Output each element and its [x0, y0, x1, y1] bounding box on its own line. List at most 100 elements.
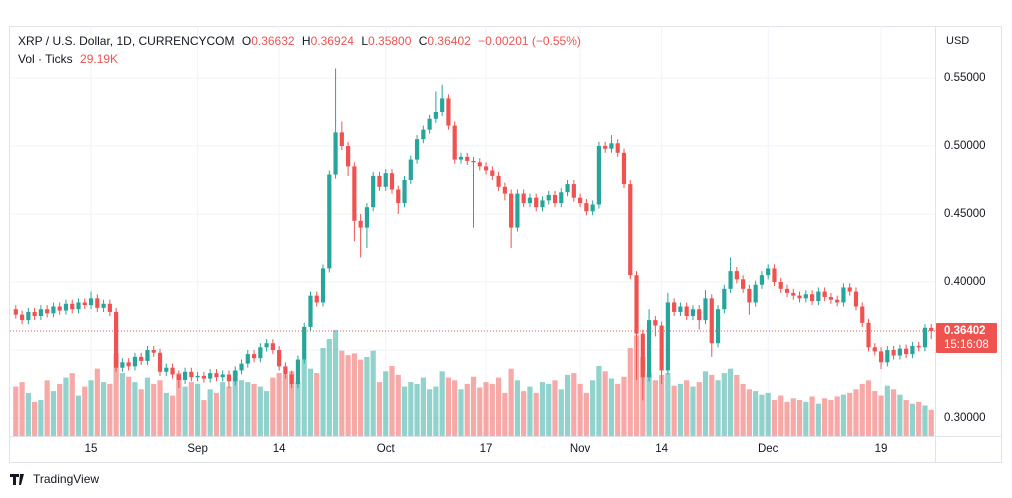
candle-body — [258, 347, 263, 359]
y-tick-label: 0.50000 — [944, 140, 986, 152]
volume-bar — [163, 392, 169, 436]
volume-bar — [176, 373, 182, 436]
volume-bar — [677, 383, 684, 436]
volume-bar — [420, 377, 426, 436]
volume-bar — [489, 383, 495, 436]
candle-body — [483, 166, 489, 171]
volume-bar — [596, 365, 602, 436]
symbol: XRP / U.S. Dollar, 1D, CURRENCYCOM — [18, 34, 235, 48]
candle-layer — [13, 68, 934, 401]
volume-bar — [433, 386, 439, 436]
volume-bar — [847, 392, 853, 436]
candle-body — [866, 322, 871, 348]
candle-body — [389, 173, 395, 190]
candle-body — [891, 350, 896, 356]
ohlc-value: 0.36632 — [251, 34, 295, 48]
volume-bar — [75, 395, 82, 436]
candle-body — [70, 303, 75, 310]
volume-layer — [13, 330, 934, 436]
volume-bar — [878, 395, 884, 436]
candle-body — [189, 371, 194, 378]
volume-bar — [483, 382, 489, 436]
volume-bar — [138, 389, 144, 436]
volume-bar — [546, 383, 552, 436]
candle-body — [446, 98, 451, 126]
volume-bar — [113, 353, 119, 436]
candle-body — [408, 159, 413, 180]
volume-bar — [295, 382, 301, 436]
volume-bar — [401, 386, 408, 436]
volume-bar — [608, 378, 615, 436]
candle-body — [352, 166, 357, 221]
candle-body — [634, 275, 639, 334]
candle-body — [703, 298, 708, 321]
ohlc-value: 0.36924 — [311, 34, 355, 48]
volume-bar — [408, 382, 414, 436]
candle-body — [496, 175, 501, 187]
x-tick-label: Oct — [377, 443, 396, 455]
volume-bar — [746, 389, 752, 436]
volume-bar — [69, 373, 75, 436]
candle-body — [809, 294, 815, 302]
volume-bar — [376, 382, 383, 436]
candle-body — [364, 207, 370, 228]
volume-bar — [753, 391, 759, 436]
volume-bar — [339, 350, 345, 436]
candle-body — [182, 371, 188, 380]
volume-bar — [251, 383, 257, 436]
candle-body — [308, 295, 313, 327]
volume-bar — [257, 386, 263, 436]
volume-bar — [19, 382, 25, 436]
volume-bar — [533, 392, 539, 436]
volume-bar — [94, 368, 100, 436]
volume-bar — [38, 400, 44, 436]
volume-bar — [320, 347, 326, 436]
volume-bar — [853, 389, 859, 436]
x-tick-label: 17 — [480, 443, 493, 455]
candle-body — [333, 132, 338, 175]
volume-bar — [891, 389, 897, 436]
candle-body — [860, 306, 865, 323]
candle-body — [302, 326, 307, 360]
candle-body — [358, 220, 363, 228]
candle-body — [458, 156, 464, 160]
volume-bar — [796, 400, 803, 436]
candle-body — [929, 327, 934, 331]
volume-bar — [195, 383, 201, 436]
candle-body — [621, 152, 627, 185]
volume-bar — [201, 400, 207, 436]
candle-body — [753, 284, 758, 303]
volume-bar — [13, 386, 19, 436]
volume-bar — [63, 377, 69, 436]
candle-body — [540, 200, 545, 208]
volume-bar — [721, 373, 727, 436]
candle-body — [734, 271, 739, 280]
volume-bar — [82, 386, 88, 436]
candle-body — [295, 359, 301, 385]
countdown: 15:16:08 — [944, 339, 989, 351]
candle-body — [515, 193, 520, 228]
volume-bar — [527, 386, 533, 436]
candle-body — [897, 348, 902, 356]
volume-bar — [521, 391, 527, 436]
volume-value: 29.19K — [80, 52, 118, 66]
volume-bar — [207, 389, 213, 436]
volume-bar — [778, 395, 784, 436]
volume-bar — [144, 377, 151, 436]
volume-bar — [301, 359, 307, 436]
candle-body — [396, 189, 401, 204]
volume-bar — [50, 391, 57, 436]
candle-body — [615, 143, 620, 153]
volume-bar — [897, 394, 903, 436]
candle-body — [414, 139, 420, 160]
candle-body — [465, 156, 470, 161]
change: −0.00201 (−0.55%) — [478, 34, 581, 48]
candle-body — [26, 311, 31, 321]
brand-logo — [10, 474, 24, 485]
volume-bar — [690, 386, 696, 436]
volume-bar — [464, 383, 470, 436]
volume-bar — [909, 403, 916, 436]
ohlc-label: C — [419, 34, 428, 48]
volume-bar — [126, 376, 132, 436]
last-price-label: 0.36402 — [944, 325, 986, 337]
